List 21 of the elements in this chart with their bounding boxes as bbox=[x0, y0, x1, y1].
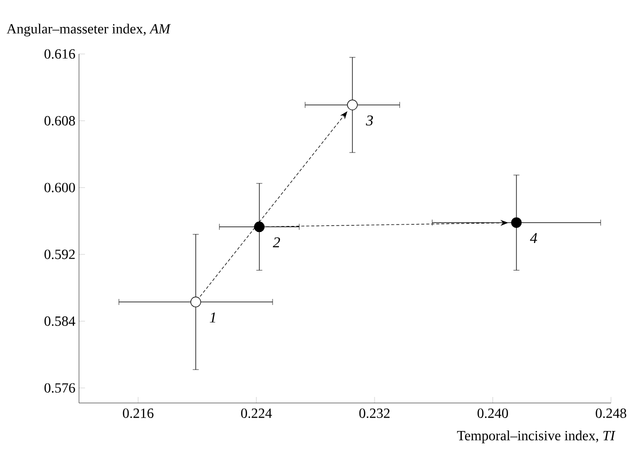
x-tick-label: 0.248 bbox=[596, 408, 626, 418]
annotation: 4 bbox=[530, 233, 538, 244]
point bbox=[190, 296, 202, 308]
y-tick-label: 0.616 bbox=[44, 49, 76, 59]
y-tick-label: 0.576 bbox=[44, 383, 76, 393]
point bbox=[347, 100, 358, 110]
x-tick-label: 0.216 bbox=[122, 408, 154, 418]
annotation: 1 bbox=[210, 312, 216, 322]
y-axis-title: Angular–masseter index, AM bbox=[6, 24, 171, 36]
y-tick-label: 0.584 bbox=[44, 316, 76, 326]
y-tick-label: 0.592 bbox=[44, 250, 75, 260]
x-tick-label: 0.240 bbox=[478, 408, 508, 418]
x-axis-title: Temporal–incisive index, TI bbox=[457, 430, 616, 444]
x-tick-label: 0.232 bbox=[359, 408, 390, 418]
annotation: 3 bbox=[366, 115, 373, 126]
y-tick-label: 0.600 bbox=[44, 182, 75, 192]
y-tick-label: 0.608 bbox=[44, 116, 75, 126]
point bbox=[254, 222, 265, 232]
annotation: 2 bbox=[272, 237, 280, 248]
x-tick-label: 0.224 bbox=[241, 408, 272, 418]
point bbox=[511, 217, 522, 228]
